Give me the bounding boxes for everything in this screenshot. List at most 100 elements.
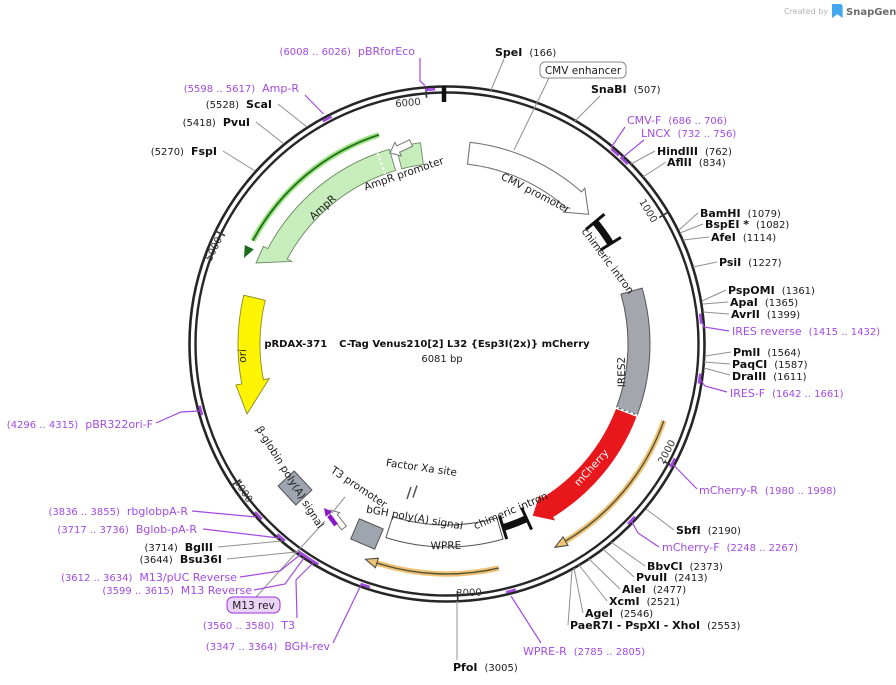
primer-label-t3[interactable]: (3560 .. 3580) T3 [203, 619, 295, 632]
enzyme-label-pspomi[interactable]: PspOMI (1361) [728, 284, 815, 297]
primer-connector [155, 410, 200, 424]
feature-mcherry[interactable] [532, 408, 637, 521]
connector-line [567, 569, 573, 626]
primer-label-amp-r[interactable]: (5598 .. 5617) Amp-R [184, 82, 300, 95]
primer-label-mcherry-f[interactable]: mCherry-F (2248 .. 2267) [662, 541, 798, 554]
enzyme-label-bspei[interactable]: BspEI * (1082) [705, 218, 789, 231]
enzyme-label-bbvci[interactable]: BbvCI (2373) [647, 560, 723, 573]
primer-label-m13-reverse[interactable]: (3599 .. 3615) M13 Reverse [102, 584, 252, 597]
connector-line [573, 567, 584, 614]
enzyme-label-pmli[interactable]: PmlI (1564) [733, 346, 801, 359]
connector-line [490, 58, 505, 91]
feature-ampr-promoter-arrow[interactable] [389, 139, 414, 157]
primer-site-marker[interactable] [626, 515, 636, 525]
primer-label-cmv-f[interactable]: CMV-F (686 .. 706) [627, 114, 727, 127]
primer-label-ires-f[interactable]: IRES-F (1642 .. 1661) [730, 387, 844, 400]
enzyme-label-sbfi[interactable]: SbfI (2190) [676, 524, 741, 537]
primer-label-mcherry-r[interactable]: mCherry-R (1980 .. 1998) [699, 484, 836, 497]
enzyme-label-bsu36i[interactable]: (3644) Bsu36I [140, 553, 222, 566]
feature-label-ires2[interactable]: IRES2 [616, 357, 629, 388]
feature-ori[interactable] [235, 294, 271, 416]
primer-connector [622, 139, 645, 158]
enzyme-label-draiii[interactable]: DraIII (1611) [732, 370, 807, 383]
feature-label-ori[interactable]: ori [237, 349, 249, 363]
enzyme-label-paer7i-pspxi-xhoi[interactable]: PaeR7I - PspXI - XhoI (2553) [570, 619, 741, 632]
primer-label-pbr322ori-f[interactable]: (4296 .. 4315) pBR322ori-F [7, 418, 153, 431]
feature-ires2[interactable] [615, 287, 651, 416]
m13-rev-box[interactable] [226, 596, 281, 614]
feature-wpre[interactable] [385, 515, 504, 548]
tick-mark [658, 210, 670, 219]
primer-label-pbrforeco[interactable]: (6008 .. 6026) pBRforEco [280, 45, 416, 58]
enzyme-label-avrii[interactable]: AvrII (1399) [731, 308, 800, 321]
primer-label-m13-rev[interactable]: M13 rev [232, 600, 275, 612]
feature-ampr[interactable] [255, 148, 397, 264]
primer-label-bglob-pa-r[interactable]: (3717 .. 3736) Bglob-pA-R [57, 523, 197, 536]
feature-cmv-promoter-arrow[interactable] [466, 141, 590, 215]
orf-arc-green[interactable] [250, 132, 380, 242]
intron-cap [520, 507, 533, 531]
primer-site-marker[interactable] [619, 156, 629, 166]
enzyme-label-pfoi[interactable]: PfoI (3005) [453, 661, 518, 674]
feature-chimeric-intron-bottom[interactable] [502, 515, 529, 531]
primer-label-m13-puc-reverse[interactable]: (3612 .. 3634) M13/pUC Reverse [61, 571, 237, 584]
enzyme-label-scai[interactable]: (5528) ScaI [206, 98, 272, 111]
cmv-enhancer-box[interactable] [539, 61, 627, 79]
primer-site-marker[interactable] [276, 533, 286, 542]
enzyme-label-aflii[interactable]: AflII (834) [667, 156, 726, 169]
feature-label-t3-promoter[interactable]: T3 promoter [327, 464, 389, 511]
primer-connector [611, 126, 626, 148]
primer-label-ires-reverse[interactable]: IRES reverse (1415 .. 1432) [732, 325, 880, 338]
enzyme-label-pvui[interactable]: (5418) PvuI [183, 116, 250, 129]
primer-label-lncx[interactable]: LNCX (732 .. 756) [641, 127, 736, 140]
enzyme-label-agei[interactable]: AgeI (2546) [585, 607, 653, 620]
primer-site-marker[interactable] [610, 147, 620, 157]
enzyme-label-snabi[interactable]: SnaBI (507) [591, 83, 661, 96]
primer-site-marker[interactable] [697, 373, 702, 384]
primer-site-marker[interactable] [198, 405, 204, 416]
snapgene-brand-text: SnapGene [846, 7, 896, 18]
enzyme-label-bglii[interactable]: (3714) BglII [145, 541, 213, 554]
connector-line [704, 351, 732, 357]
enzyme-label-alei[interactable]: AleI (2477) [622, 583, 686, 596]
enzyme-label-fspi[interactable]: (5270) FspI [151, 145, 217, 158]
primer-site-marker[interactable] [322, 115, 333, 123]
snapgene-logo-icon [832, 4, 843, 18]
primer-connectors [155, 58, 730, 644]
enzyme-label-apai[interactable]: ApaI (1365) [730, 296, 798, 309]
primer-label-rbglobpa-r[interactable]: (3836 .. 3855) rbglobpA-R [48, 505, 188, 518]
primer-site-marker[interactable] [254, 511, 263, 521]
enzyme-label-pvuii[interactable]: PvuII (2413) [636, 571, 708, 584]
enzyme-label-afei[interactable]: AfeI (1114) [711, 231, 776, 244]
enzyme-label-spei[interactable]: SpeI (166) [495, 46, 556, 59]
plasmid-title: pRDAX-371 C-Tag Venus210[2] L32 {Esp3I(2x… [264, 339, 590, 350]
primer-site-marker[interactable] [309, 557, 320, 566]
feature-label-factor-xa[interactable]: Factor Xa site [385, 457, 457, 479]
enzyme-label-xcmi[interactable]: XcmI (2521) [609, 595, 680, 608]
primer-site-marker[interactable] [505, 588, 517, 594]
enzyme-label-psii[interactable]: PsiI (1227) [719, 256, 782, 269]
primer-label-bgh-rev[interactable]: (3347 .. 3364) BGH-rev [206, 640, 331, 653]
primer-site-marker[interactable] [297, 550, 308, 558]
enzyme-label-bamhi[interactable]: BamHI (1079) [700, 207, 781, 220]
feature-bgh-polya-box[interactable] [350, 518, 384, 550]
primer-site-marker[interactable] [669, 457, 677, 468]
feature-m13-rev-arrow-shaft[interactable] [327, 514, 338, 527]
enzyme-label-paqci[interactable]: PaqCI (1587) [732, 358, 808, 371]
primer-site-marker[interactable] [698, 313, 703, 324]
enzyme-label-hindiii[interactable]: HindIII (762) [657, 145, 732, 158]
connector-line [255, 520, 326, 598]
primer-site-marker[interactable] [425, 87, 436, 92]
primer-site-marker[interactable] [360, 582, 371, 589]
feature-label-beta-globin-polya[interactable]: β-globin poly(A) signal [253, 424, 326, 530]
connector-line [703, 367, 731, 376]
feature-label-wpre[interactable]: WPRE [431, 540, 462, 553]
connector-line [679, 223, 704, 234]
orf-arrowhead-gold-1 [553, 536, 569, 548]
factor-xa-mark[interactable] [406, 486, 412, 500]
connector-line [588, 558, 621, 590]
primer-label-wpre-r[interactable]: WPRE-R (2785 .. 2805) [523, 645, 645, 658]
site-labels: SpeI (166) SnaBI (507) CMV-F (686 .. 706) L… [7, 45, 880, 674]
feature-label-cmv-enhancer[interactable]: CMV enhancer [545, 65, 622, 77]
feature-beta-globin-polya-box[interactable] [277, 470, 313, 506]
